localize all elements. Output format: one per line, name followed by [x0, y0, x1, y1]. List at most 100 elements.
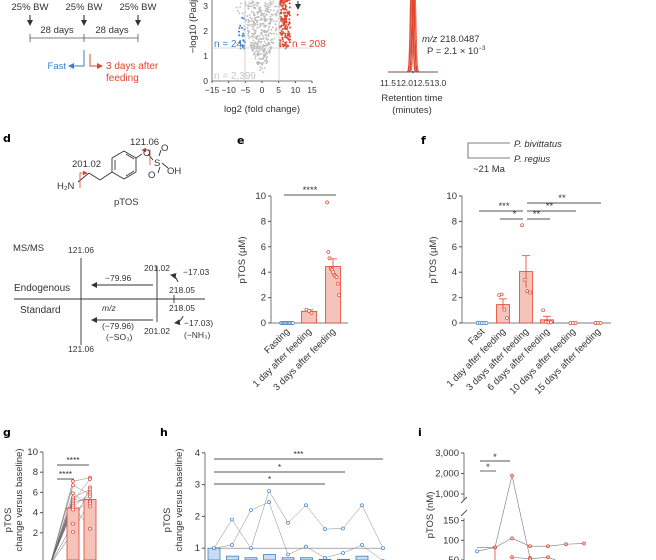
- ns-point: [260, 32, 263, 34]
- ns-point: [265, 56, 268, 59]
- ns-point: [257, 43, 260, 46]
- ns-point: [256, 4, 258, 7]
- fed-arrow-icon: [89, 54, 103, 69]
- up-point: [281, 43, 284, 46]
- ns-point: [256, 41, 259, 44]
- data-point: [309, 310, 314, 315]
- ns-point: [265, 3, 268, 6]
- up-point: [280, 24, 283, 27]
- ns-point: [276, 10, 278, 13]
- ns-point: [255, 38, 258, 41]
- ns-point: [271, 18, 274, 21]
- up-point: [287, 44, 290, 47]
- y-tick-label: 10: [27, 447, 38, 458]
- panel-label-d: d: [3, 132, 11, 145]
- up-point: [281, 7, 284, 10]
- data-point: [541, 308, 545, 313]
- ns-point: [259, 11, 262, 14]
- ns-point: [264, 15, 267, 17]
- up-point: [288, 35, 291, 38]
- data-point: [337, 293, 341, 297]
- ns-point: [275, 20, 278, 23]
- ns-point: [254, 55, 257, 58]
- up-point: [289, 26, 292, 29]
- ns-point: [263, 18, 266, 21]
- ns-point: [247, 29, 249, 32]
- ns-point: [254, 19, 257, 22]
- panel-c-chromatogram: 11.5 12.0 12.5 13.0 Retention time (minutes…: [380, 0, 486, 116]
- ns-point: [267, 38, 269, 41]
- ns-count-label: n = 2,399: [214, 71, 256, 82]
- panel-label-e: e: [237, 134, 244, 147]
- data-point: [304, 544, 308, 549]
- ns-point: [255, 50, 258, 52]
- ns-point: [253, 22, 256, 25]
- ns-point: [253, 17, 256, 20]
- ns-point: [261, 22, 264, 25]
- data-point: [341, 526, 345, 531]
- significance-label: **: [546, 201, 554, 212]
- down-point: [241, 34, 244, 37]
- ns-point: [264, 5, 267, 8]
- y-tick-label: 0: [261, 318, 266, 329]
- data-point: [582, 541, 586, 546]
- ns-point: [266, 30, 269, 33]
- ns-point: [247, 35, 250, 37]
- data-point: [88, 487, 92, 492]
- interval-label-2: 28 days: [95, 25, 129, 36]
- up-point: [287, 0, 290, 1]
- data-point: [249, 508, 253, 512]
- ns-point: [269, 9, 272, 12]
- up-point: [288, 18, 291, 21]
- data-point: [528, 290, 532, 295]
- chrom-x-label-2: (minutes): [392, 105, 432, 116]
- h-y-label-2: change versus baseline): [174, 449, 185, 552]
- ns-point: [251, 2, 254, 5]
- data-point: [381, 546, 385, 551]
- y-tick-label: 50: [448, 555, 459, 560]
- up-point: [280, 16, 283, 19]
- bw-label-1: 25% BW: [12, 2, 49, 13]
- significance-label: **: [558, 193, 566, 204]
- ns-point: [261, 62, 264, 64]
- peak-121-top: 121.06: [68, 245, 94, 255]
- data-point: [499, 292, 504, 297]
- ns-point: [271, 14, 274, 16]
- data-point: [230, 517, 234, 522]
- ns-point: [251, 19, 254, 22]
- data-point: [546, 555, 550, 560]
- ns-point: [260, 28, 263, 31]
- data-point: [88, 477, 92, 482]
- ns-point: [259, 7, 261, 10]
- up-point: [287, 30, 290, 33]
- series-line: [494, 537, 585, 548]
- ns-point: [275, 33, 278, 36]
- up-point: [285, 0, 288, 3]
- ns-point: [254, 31, 257, 34]
- down-point: [241, 16, 244, 19]
- ns-point: [247, 31, 250, 34]
- data-point: [88, 526, 92, 531]
- ns-point: [246, 15, 249, 17]
- up-point: [279, 45, 282, 48]
- up-point: [288, 14, 291, 17]
- ns-point: [274, 13, 276, 16]
- significance-label: ***: [294, 449, 305, 459]
- interval-label-1: 28 days: [40, 25, 74, 36]
- phylogeny-tree: [467, 142, 510, 159]
- data-point: [335, 281, 340, 286]
- ptos-structure: [77, 149, 169, 183]
- up-point: [285, 21, 288, 24]
- data-point: [212, 546, 216, 551]
- ns-point: [272, 20, 275, 23]
- ns-point: [256, 61, 259, 63]
- ns-point: [264, 19, 267, 22]
- ns-point: [268, 43, 271, 46]
- data-point: [71, 521, 75, 526]
- ns-point: [262, 71, 265, 74]
- up-point: [283, 23, 286, 26]
- y-tick-label: 2: [195, 511, 200, 522]
- up-point: [287, 34, 290, 37]
- y-tick-label: 10: [446, 191, 457, 202]
- ns-point: [268, 0, 271, 1]
